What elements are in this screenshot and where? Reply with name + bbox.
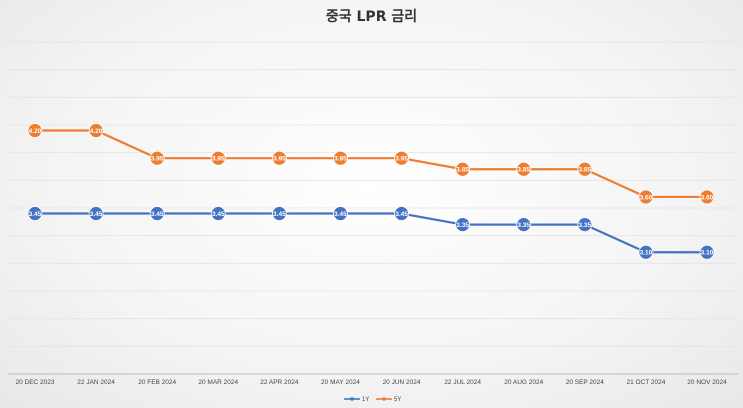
data-label: 3.95 (273, 156, 286, 163)
chart-title: 중국 LPR 금리 (326, 9, 417, 25)
data-point (638, 244, 654, 260)
x-tick-label: 20 FEB 2024 (138, 379, 176, 386)
data-point (455, 217, 471, 233)
legend: 1Y 5Y (344, 397, 401, 403)
x-tick-label: 21 OCT 2024 (626, 379, 665, 386)
data-point (271, 150, 287, 166)
data-point (88, 123, 104, 138)
data-label: 3.85 (517, 167, 530, 174)
data-point (88, 206, 104, 221)
data-label: 3.85 (456, 167, 469, 174)
x-axis-ticks: 20 DEC 2023 22 JAN 2024 20 FEB 2024 20 MAR … (15, 379, 727, 386)
data-point (210, 150, 226, 166)
data-point (333, 150, 348, 166)
x-tick-label: 20 DEC 2023 (15, 379, 54, 386)
data-point (27, 123, 43, 138)
x-tick-label: 20 MAY 2024 (321, 379, 360, 386)
data-label: 3.45 (395, 211, 408, 218)
data-point (516, 161, 532, 177)
data-label: 3.35 (578, 222, 591, 229)
data-label: 3.85 (578, 167, 591, 174)
data-label: 3.95 (334, 156, 347, 163)
data-point (394, 206, 409, 221)
data-point (455, 161, 471, 177)
data-label: 3.45 (273, 211, 286, 218)
x-tick-label: 20 MAR 2024 (198, 379, 238, 386)
data-point (149, 206, 165, 221)
data-point (516, 217, 532, 233)
data-label: 3.60 (640, 194, 653, 201)
data-point (271, 206, 287, 221)
data-label: 3.35 (517, 222, 530, 229)
data-point (699, 189, 715, 205)
x-tick-label: 20 NOV 2024 (687, 379, 727, 386)
data-label: 3.95 (151, 156, 164, 163)
x-tick-label: 20 AUG 2024 (504, 379, 543, 386)
legend-label: 1Y (362, 397, 369, 403)
series-5Y: 4.20 4.20 3.95 3.95 3.95 3.95 3.95 3.85 3.85 3.85… (27, 123, 715, 205)
data-label: 3.45 (334, 211, 347, 218)
gridlines (8, 41, 738, 375)
x-tick-label: 20 SEP 2024 (566, 379, 605, 386)
data-point (577, 161, 593, 177)
data-label: 3.60 (701, 194, 714, 201)
data-point (27, 206, 43, 221)
data-label: 3.45 (151, 211, 164, 218)
x-tick-label: 22 JUL 2024 (444, 379, 481, 386)
data-point (149, 150, 165, 166)
series-1Y: 3.45 3.45 3.45 3.45 3.45 3.45 3.45 3.35 3.35 3.35… (27, 206, 715, 260)
data-point (638, 189, 654, 205)
data-point (210, 206, 226, 221)
series-line (35, 129, 707, 199)
data-point (394, 150, 409, 166)
data-point (699, 244, 715, 260)
data-label: 3.45 (212, 211, 225, 218)
data-label: 3.95 (212, 156, 225, 163)
legend-marker (350, 397, 354, 401)
data-label: 3.95 (395, 156, 408, 163)
x-tick-label: 20 JUN 2024 (383, 379, 421, 386)
x-tick-label: 22 APR 2024 (260, 379, 299, 386)
legend-label: 5Y (394, 397, 401, 403)
data-label: 3.45 (29, 211, 42, 218)
data-label: 3.35 (456, 222, 469, 229)
data-point (577, 217, 593, 233)
legend-marker (382, 397, 386, 401)
series-group: 3.45 3.45 3.45 3.45 3.45 3.45 3.45 3.35 3.35 3.35… (27, 123, 715, 260)
data-point (333, 206, 348, 221)
x-tick-label: 22 JAN 2024 (77, 379, 115, 386)
data-label: 3.10 (640, 250, 653, 257)
data-label: 3.10 (701, 250, 714, 257)
series-line (35, 212, 707, 254)
data-label: 4.20 (90, 128, 103, 135)
data-label: 3.45 (90, 211, 103, 218)
data-label: 4.20 (29, 128, 42, 135)
